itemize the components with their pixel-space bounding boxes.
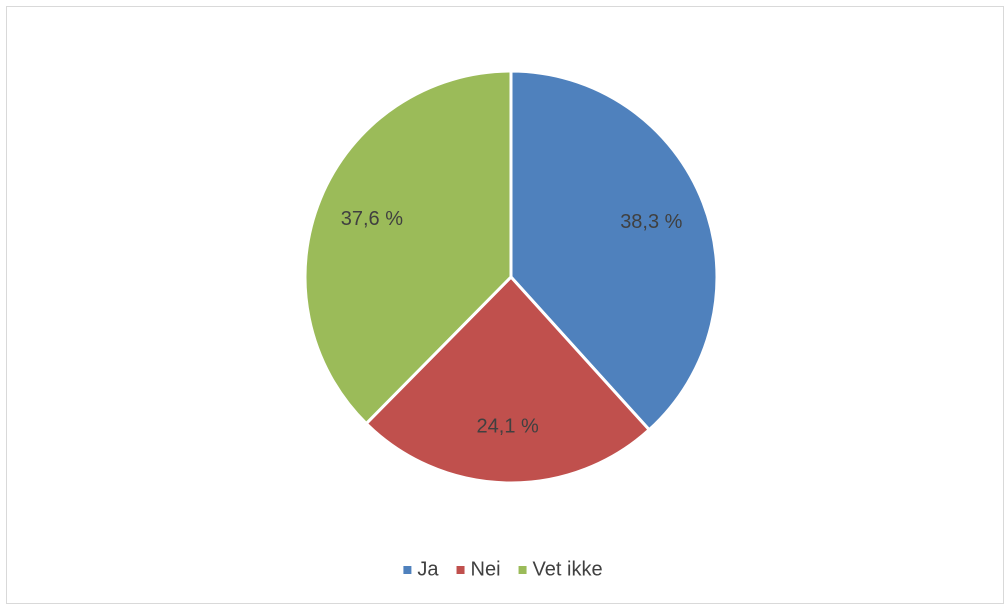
data-label-nei: 24,1 % [477, 416, 539, 438]
pie-slice-vet-ikke [303, 69, 513, 426]
data-label-ja: 38,3 % [620, 211, 682, 233]
legend-swatch-ja [403, 566, 412, 574]
legend-label-nei: Nei [471, 558, 501, 580]
legend-swatch-vet-ikke [518, 566, 527, 574]
legend-swatch-nei [456, 566, 465, 574]
slice-labels: 38,3 % 24,1 % 37,6 % [341, 208, 683, 437]
legend-label-ja: Ja [417, 558, 439, 580]
pie-slices [303, 69, 719, 485]
legend-label-vet-ikke: Vet ikke [533, 558, 603, 580]
pie-slice-ja [509, 69, 719, 432]
pie-slice-nei [364, 275, 651, 485]
data-label-vet-ikke: 37,6 % [341, 208, 403, 230]
legend: Ja Nei Vet ikke [403, 558, 603, 580]
